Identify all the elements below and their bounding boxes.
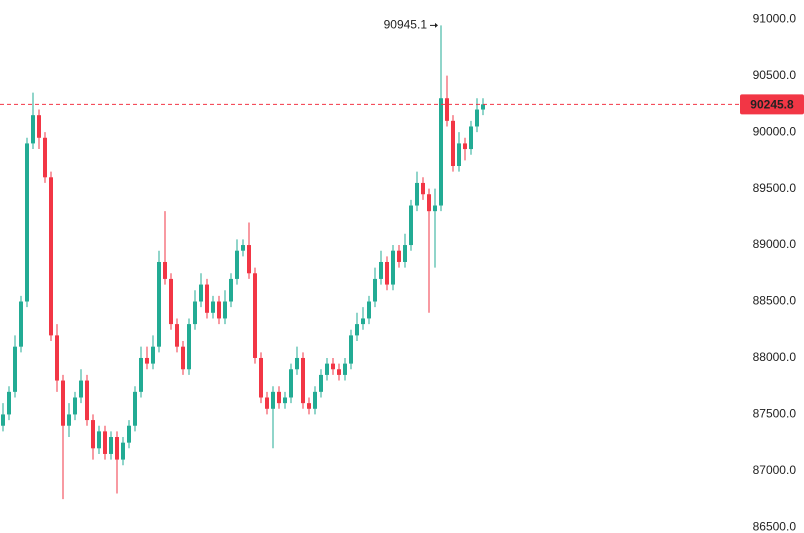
y-tick-label: 87000.0 [753,463,797,477]
candle-body [217,301,221,319]
candle-body [13,346,17,392]
candle-body [7,391,11,415]
candle-body [367,301,371,319]
candle-body [307,403,311,409]
candle-body [139,357,143,392]
candle-body [379,261,383,279]
candle-body [313,391,317,409]
candle-body [457,143,461,166]
candle-body [259,357,263,398]
candle-body [301,357,305,404]
candle-body [85,380,89,421]
candle-body [475,109,479,127]
y-tick-label: 91000.0 [753,11,797,25]
y-tick-label: 88500.0 [753,294,797,308]
candle-body [181,346,185,370]
candle-body [247,245,251,274]
y-tick-label: 89000.0 [753,237,797,251]
candle-body [61,380,65,426]
candle-body [151,346,155,364]
candle-body [79,380,83,398]
candle-body [211,301,215,313]
candle-body [295,357,299,370]
candle-body [397,250,401,262]
candle-body [373,278,377,302]
y-tick-label: 90500.0 [753,68,797,82]
y-tick-label: 88000.0 [753,350,797,364]
candle-body [253,273,257,358]
candle-body [403,245,407,262]
candle-body [277,391,281,404]
candle-body [43,137,47,178]
candle-body [109,437,113,454]
candle-body [103,431,107,454]
candle-body [223,301,227,319]
candle-body [73,397,77,415]
candle-body [145,357,149,364]
candle-body [349,335,353,364]
high-label: 90945.1 [384,18,428,32]
candle-body [241,245,245,251]
candle-body [325,363,329,375]
candle-body [319,374,323,392]
candle-body [391,250,395,285]
candle-body [199,284,203,302]
candle-body [175,324,179,347]
candle-body [415,182,419,206]
candle-body [361,318,365,325]
candle-body [355,324,359,336]
candle-body [235,250,239,279]
candle-body [469,126,473,150]
candle-body [49,177,53,336]
last-price-label: 90245.8 [750,98,794,112]
candle-body [67,414,71,426]
candle-body [427,194,431,212]
y-tick-label: 87500.0 [753,407,797,421]
candle-body [115,437,119,460]
candle-body [133,391,137,426]
candle-body [331,363,335,370]
y-tick-label: 86500.0 [753,520,797,533]
candle-body [157,261,161,347]
candle-body [451,120,455,166]
candle-body [205,284,209,313]
candle-body [421,182,425,195]
high-arrow-head [435,22,438,28]
candle-body [433,205,437,212]
y-tick-label: 89500.0 [753,181,797,195]
candle-body [271,391,275,409]
candle-body [91,420,95,449]
candle-body [31,115,35,144]
candle-body [337,369,341,375]
candle-body [1,414,5,426]
candle-body [97,431,101,449]
candle-body [55,335,59,381]
candle-body [121,442,125,460]
last-price-box [740,94,804,115]
candle-body [229,278,233,302]
candle-body [127,425,131,443]
candle-body [19,301,23,347]
candle-body [265,397,269,409]
candle-body [187,324,191,370]
candle-body [385,261,389,285]
candle-body [37,115,41,138]
y-tick-label: 90000.0 [753,124,797,138]
candle-body [25,143,29,302]
candle-body [169,278,173,325]
candle-body [439,98,443,206]
candle-body [409,205,413,246]
candle-body [283,397,287,404]
candle-body [163,261,167,279]
candle-body [463,143,467,150]
candle-body [343,363,347,375]
candle-body [445,98,449,121]
candle-body [193,301,197,325]
candle-body [481,104,485,110]
candle-body [289,369,293,398]
